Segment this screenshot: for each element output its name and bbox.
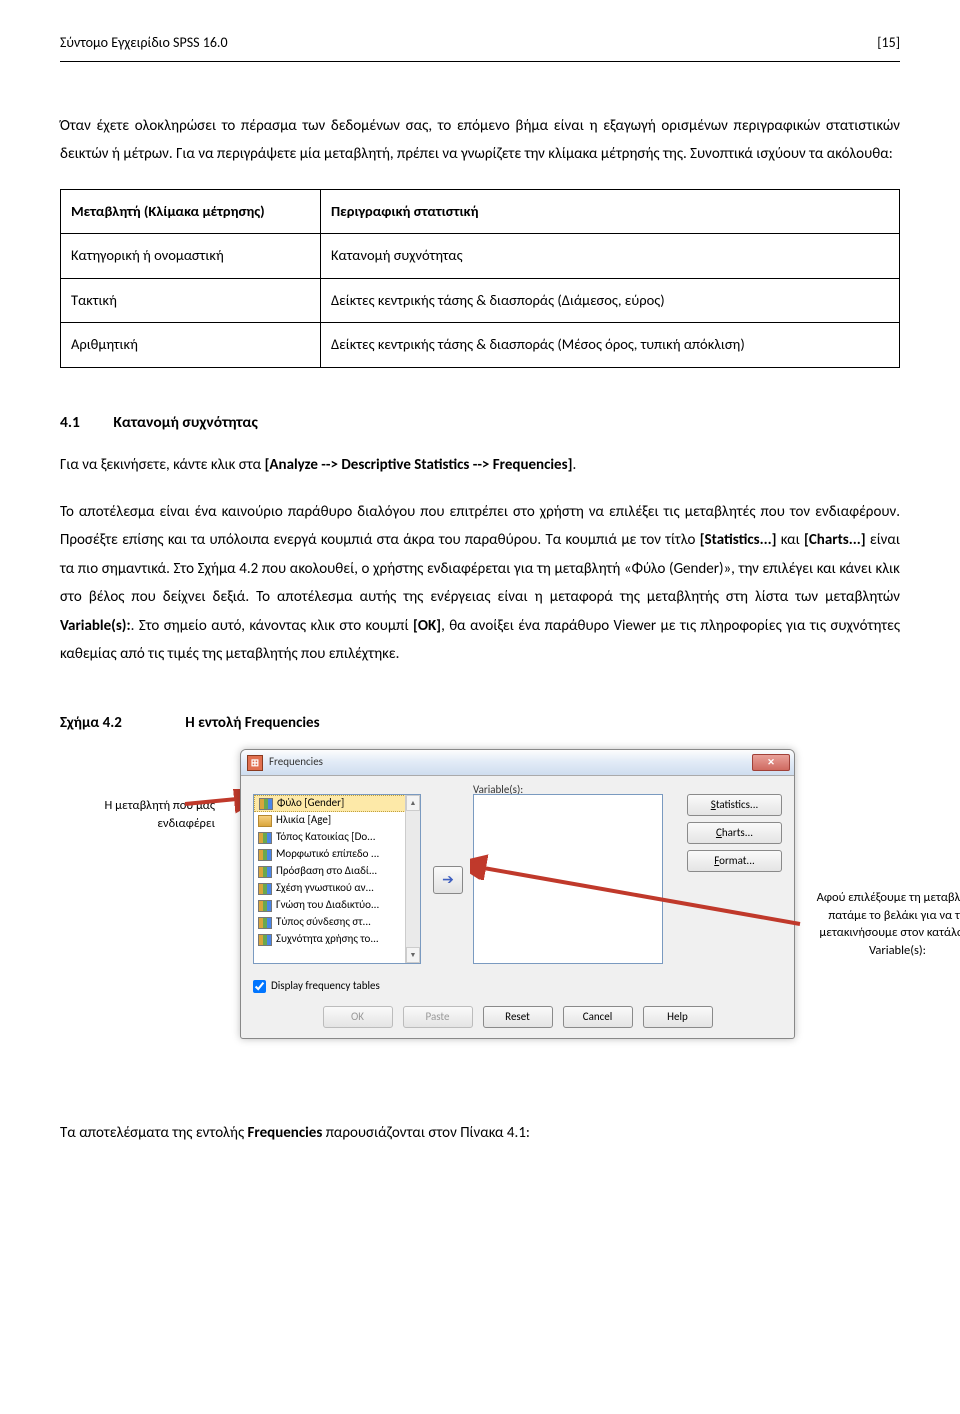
section-number: 4.1 — [60, 408, 80, 437]
td: Δείκτες κεντρικής τάσης & διασποράς (Διά… — [321, 278, 900, 323]
figure-title: Η εντολή Frequencies — [185, 714, 319, 732]
section-title: Κατανομή συχνότητας — [113, 413, 257, 432]
variable-item[interactable]: Σχέση γνωστικού αν... — [254, 880, 420, 897]
nominal-icon — [258, 917, 272, 929]
page-header: Σύντομο Εγχειρίδιο SPSS 16.0 [15] — [60, 30, 900, 62]
variable-label: Τόπος Κατοικίας [Do... — [276, 829, 375, 846]
checkbox-label: Display frequency tables — [271, 976, 380, 997]
scrollbar[interactable] — [405, 795, 420, 963]
annotation-right: Αφού επιλέξουμε τη μεταβλητή πατάμε το β… — [805, 889, 960, 959]
th-var: Μεταβλητή (Κλίμακα μέτρησης) — [71, 202, 265, 220]
variable-label: Ηλικία [Age] — [276, 812, 331, 829]
figure-caption: Σχήμα 4.2 Η εντολή Frequencies — [60, 709, 900, 738]
variable-item[interactable]: Πρόσβαση στο Διαδί... — [254, 863, 420, 880]
variable-item[interactable]: Ηλικία [Age] — [254, 812, 420, 829]
td: Δείκτες κεντρικής τάσης & διασποράς (Μέσ… — [321, 323, 900, 368]
th-stat: Περιγραφική στατιστική — [331, 202, 479, 220]
variable-label: Συχνότητα χρήσης το... — [276, 931, 379, 948]
td: Κατηγορική ή ονομαστική — [61, 234, 321, 279]
annotation-left: Η μεταβλητή που μας ενδιαφέρει — [60, 797, 215, 832]
nominal-icon — [258, 883, 272, 895]
dialog-title: Frequencies — [269, 752, 752, 773]
close-button[interactable]: ✕ — [752, 754, 790, 771]
variable-item[interactable]: Τύπος σύνδεσης στ... — [254, 914, 420, 931]
nominal-icon — [259, 798, 273, 810]
variable-item[interactable]: Μορφωτικό επίπεδο ... — [254, 846, 420, 863]
variable-item[interactable]: Γνώση του Διαδικτύο... — [254, 897, 420, 914]
statistics-button[interactable]: Statistics... — [687, 794, 782, 816]
td: Τακτική — [61, 278, 321, 323]
nominal-icon — [258, 866, 272, 878]
nominal-icon — [258, 934, 272, 946]
display-freq-checkbox[interactable] — [253, 980, 266, 993]
paragraph-intro: Όταν έχετε ολοκληρώσει το πέρασμα των δε… — [60, 112, 900, 169]
reset-button[interactable]: Reset — [483, 1006, 553, 1028]
nominal-icon — [258, 832, 272, 844]
dialog-figure: Η μεταβλητή που μας ενδιαφέρει ⊞ Frequen… — [60, 749, 900, 1079]
variable-label: Μορφωτικό επίπεδο ... — [276, 846, 379, 863]
header-left: Σύντομο Εγχειρίδιο SPSS 16.0 — [60, 30, 228, 57]
paragraph-3: Το αποτέλεσμα είναι ένα καινούριο παράθυ… — [60, 498, 900, 669]
scale-icon — [258, 815, 272, 827]
source-variable-list[interactable]: Φύλο [Gender]Ηλικία [Age]Τόπος Κατοικίας… — [253, 794, 421, 964]
dialog-titlebar[interactable]: ⊞ Frequencies ✕ — [241, 750, 794, 776]
variable-label: Τύπος σύνδεσης στ... — [276, 914, 371, 931]
target-variable-list[interactable] — [473, 794, 663, 964]
app-icon: ⊞ — [247, 755, 263, 771]
frequencies-dialog: ⊞ Frequencies ✕ Φύλο [Gender]Ηλικία [Age… — [240, 749, 795, 1039]
stats-table: Μεταβλητή (Κλίμακα μέτρησης) Περιγραφική… — [60, 189, 900, 368]
figure-number: Σχήμα 4.2 — [60, 709, 122, 738]
ok-button: OK — [323, 1006, 393, 1028]
td: Κατανομή συχνότητας — [321, 234, 900, 279]
td: Αριθμητική — [61, 323, 321, 368]
variable-label: Σχέση γνωστικού αν... — [276, 880, 374, 897]
paste-button: Paste — [403, 1006, 473, 1028]
cancel-button[interactable]: Cancel — [563, 1006, 633, 1028]
variable-item[interactable]: Τόπος Κατοικίας [Do... — [254, 829, 420, 846]
nominal-icon — [258, 849, 272, 861]
nominal-icon — [258, 900, 272, 912]
variable-label: Φύλο [Gender] — [277, 795, 344, 812]
format-button[interactable]: Format... — [687, 850, 782, 872]
charts-button[interactable]: Charts... — [687, 822, 782, 844]
paragraph-2: Για να ξεκινήσετε, κάντε κλικ στα [Analy… — [60, 451, 900, 480]
help-button[interactable]: Help — [643, 1006, 713, 1028]
header-right: [15] — [877, 30, 900, 57]
move-right-button[interactable]: ➔ — [433, 866, 463, 894]
variable-label: Πρόσβαση στο Διαδί... — [276, 863, 377, 880]
variable-item[interactable]: Φύλο [Gender] — [254, 795, 420, 812]
section-heading: 4.1 Κατανομή συχνότητας — [60, 408, 900, 437]
variable-label: Γνώση του Διαδικτύο... — [276, 897, 379, 914]
variable-item[interactable]: Συχνότητα χρήσης το... — [254, 931, 420, 948]
footer-paragraph: Τα αποτελέσματα της εντολής Frequencies … — [60, 1119, 900, 1148]
